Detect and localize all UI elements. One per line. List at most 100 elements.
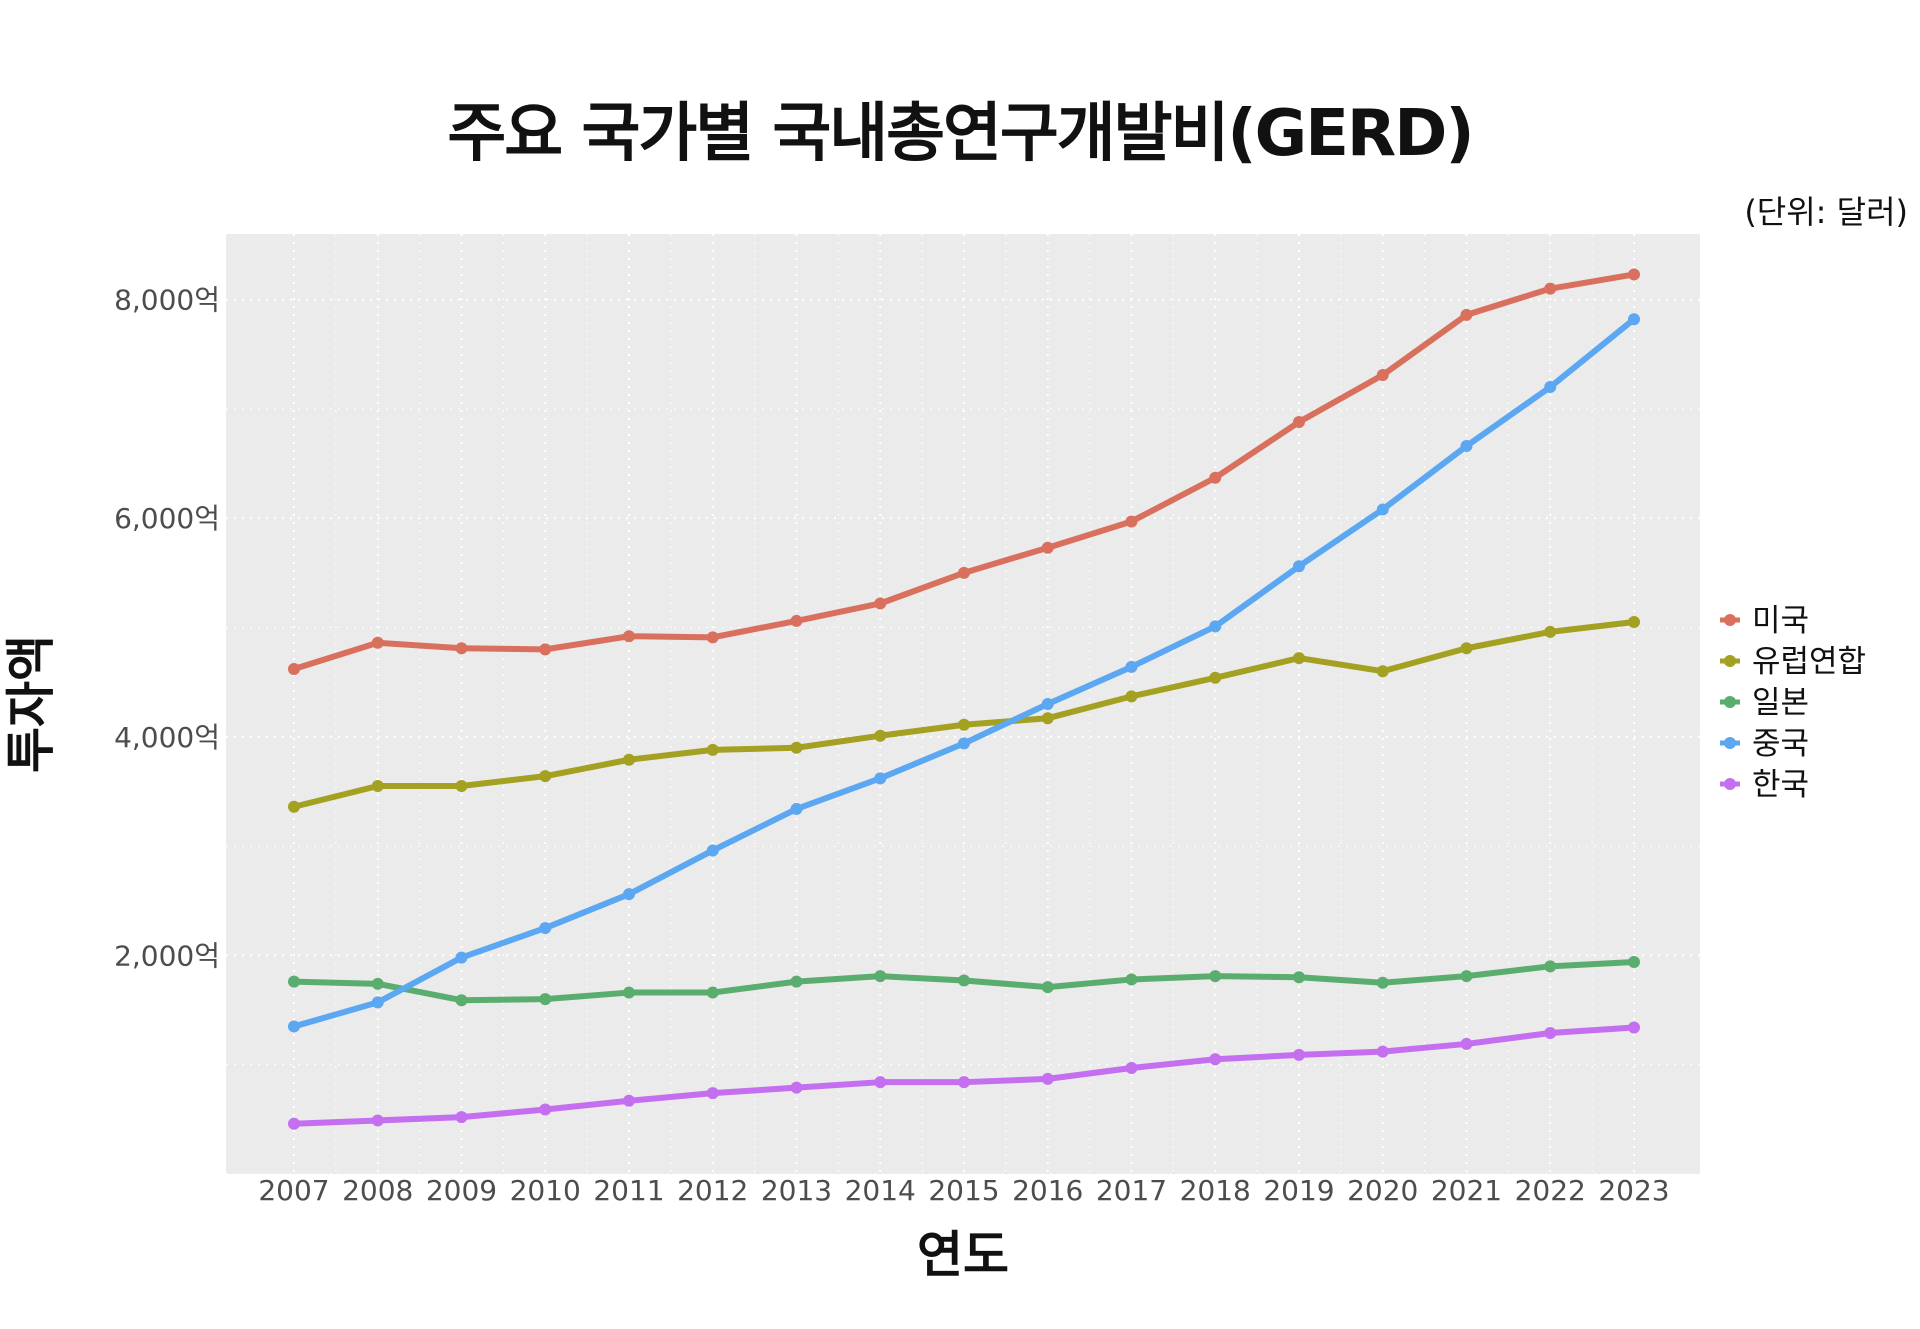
data-point [288, 1117, 300, 1130]
data-point [1544, 625, 1557, 638]
data-point [958, 737, 970, 750]
legend-label: 미국 [1752, 603, 1809, 639]
series-미국 [288, 268, 1640, 676]
data-point [958, 1076, 970, 1089]
series-lines [288, 268, 1640, 1130]
x-tick-label: 2018 [1180, 1174, 1251, 1207]
x-tick-label: 2007 [258, 1174, 329, 1207]
data-point [1376, 976, 1389, 989]
data-point [288, 663, 300, 676]
data-point [706, 631, 719, 644]
data-point [371, 996, 384, 1009]
data-point [790, 802, 803, 815]
data-point [1628, 616, 1640, 629]
data-point [1628, 268, 1640, 281]
data-point [1460, 970, 1473, 983]
data-point [958, 718, 970, 731]
data-point [1209, 471, 1222, 484]
data-point [623, 753, 635, 766]
data-point [1125, 973, 1138, 986]
data-point [706, 844, 719, 857]
data-point [371, 1114, 384, 1127]
unit-note: (단위: 달러) [1744, 193, 1908, 231]
data-point [371, 636, 384, 649]
x-tick-label: 2009 [426, 1174, 497, 1207]
data-point [790, 614, 803, 627]
data-point [455, 779, 468, 792]
data-point [1293, 971, 1305, 984]
data-point [539, 1103, 552, 1116]
data-point [706, 986, 719, 999]
y-axis-ticks: 2,000억 4,000억 6,000억 8,000억 [114, 284, 220, 973]
data-point [958, 566, 970, 579]
data-point [790, 975, 803, 988]
x-tick-label: 2017 [1096, 1174, 1167, 1207]
legend-label: 한국 [1752, 767, 1809, 803]
x-axis-title: 연도 [917, 1226, 1009, 1284]
data-point [1125, 515, 1138, 528]
data-point [1209, 620, 1222, 633]
data-point [539, 993, 552, 1006]
y-tick-label: 8,000억 [114, 284, 220, 317]
x-tick-label: 2020 [1347, 1174, 1418, 1207]
data-point [1293, 652, 1305, 665]
data-point [1125, 1061, 1138, 1074]
x-tick-label: 2013 [761, 1174, 832, 1207]
data-point [1376, 1045, 1389, 1058]
data-point [1041, 712, 1054, 725]
legend-label: 유럽연합 [1752, 644, 1866, 680]
data-point [874, 729, 887, 742]
x-axis-ticks: 2007 2008 2009 2010 2011 2012 2013 2014 2015 2016… [258, 1174, 1669, 1207]
data-point [1460, 440, 1473, 453]
x-tick-label: 2011 [593, 1174, 664, 1207]
data-point [1376, 665, 1389, 678]
data-point [288, 1020, 300, 1033]
data-point [1544, 282, 1557, 295]
y-axis-title: 투자액 [2, 635, 60, 773]
data-point [1544, 960, 1557, 973]
data-point [539, 770, 552, 783]
data-point [1125, 690, 1138, 703]
data-point [1293, 1048, 1305, 1061]
legend-key-point [1724, 655, 1736, 667]
data-point [1460, 1037, 1473, 1050]
data-point [1125, 660, 1138, 673]
data-point [455, 994, 468, 1007]
data-point [1041, 698, 1054, 710]
data-point [1544, 381, 1557, 394]
data-point [1376, 369, 1389, 381]
data-point [1041, 541, 1054, 554]
data-point [1293, 560, 1305, 573]
data-point [1209, 1053, 1222, 1066]
plot-background [226, 234, 1700, 1174]
legend-label: 일본 [1752, 685, 1809, 721]
legend-key-point [1724, 614, 1736, 626]
data-point [706, 1087, 719, 1100]
data-point [1628, 955, 1640, 968]
data-point [1460, 642, 1473, 655]
y-tick-label: 2,000억 [114, 939, 220, 972]
data-point [790, 741, 803, 754]
data-point [1628, 1021, 1640, 1034]
legend-label: 중국 [1752, 726, 1809, 762]
series-중국 [288, 313, 1640, 1033]
data-point [455, 951, 468, 964]
data-point [455, 1111, 468, 1124]
data-point [874, 970, 887, 983]
data-point [288, 800, 300, 813]
y-tick-label: 4,000억 [114, 721, 220, 754]
data-point [623, 986, 635, 999]
data-point [706, 743, 719, 756]
data-point [288, 975, 300, 988]
data-point [958, 974, 970, 987]
data-point [1544, 1027, 1557, 1039]
x-tick-label: 2022 [1515, 1174, 1586, 1207]
data-point [371, 977, 384, 990]
data-point [874, 772, 887, 785]
data-point [874, 597, 887, 610]
legend-key-point [1724, 737, 1736, 749]
data-point [623, 630, 635, 643]
data-point [539, 643, 552, 656]
data-point [1041, 981, 1054, 994]
